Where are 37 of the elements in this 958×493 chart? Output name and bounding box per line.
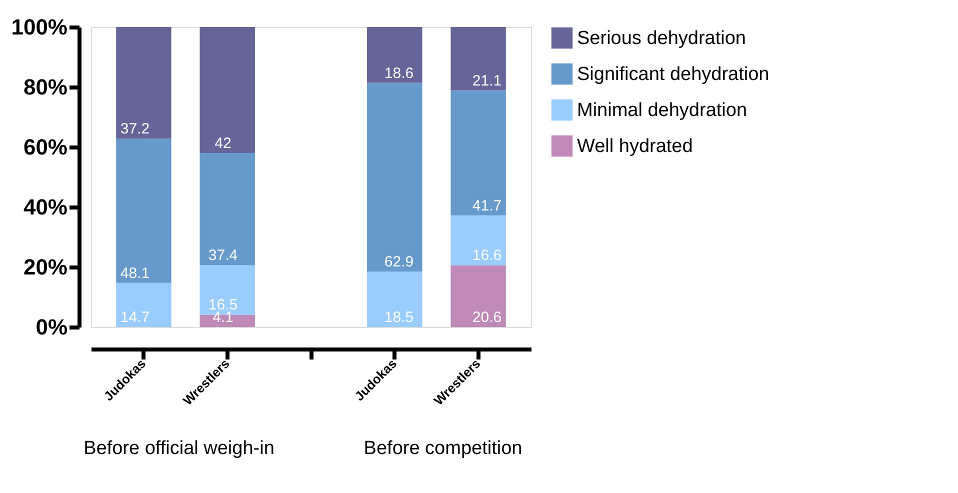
data-label: 4.1 bbox=[212, 309, 234, 326]
data-label: 16.6 bbox=[472, 247, 502, 264]
data-label: 48.1 bbox=[120, 264, 150, 282]
bar bbox=[200, 27, 255, 153]
bar bbox=[450, 215, 506, 266]
legend-label: Serious dehydration bbox=[577, 28, 746, 49]
legend-label: Minimal dehydration bbox=[577, 100, 748, 121]
bar bbox=[116, 138, 172, 283]
y-tick-label: 40% bbox=[23, 194, 68, 220]
y-tick-label: 0% bbox=[36, 314, 68, 340]
bar bbox=[367, 27, 422, 83]
data-label: 20.6 bbox=[472, 309, 502, 326]
data-label: 41.7 bbox=[472, 197, 502, 214]
bar bbox=[450, 265, 506, 327]
bar bbox=[367, 82, 422, 272]
bar bbox=[367, 272, 422, 327]
data-label: 62.9 bbox=[384, 254, 414, 270]
y-tick-label: 20% bbox=[23, 254, 68, 280]
bar bbox=[450, 27, 506, 90]
bar bbox=[116, 282, 172, 327]
y-tick-label: 60% bbox=[23, 134, 68, 160]
data-label: 18.5 bbox=[384, 309, 414, 326]
bar bbox=[450, 90, 506, 216]
bar bbox=[200, 153, 255, 266]
text: Before competition bbox=[364, 438, 522, 459]
data-label: 18.6 bbox=[384, 64, 414, 82]
y-tick-label: 100% bbox=[11, 14, 68, 40]
legend-label: Significant dehydration bbox=[577, 64, 770, 85]
text: Before official weigh-in bbox=[84, 438, 274, 459]
bar bbox=[116, 27, 172, 139]
data-label: 14.7 bbox=[120, 309, 150, 326]
y-tick-label: 80% bbox=[23, 74, 68, 100]
data-label: 42 bbox=[214, 135, 232, 152]
data-label: 21.1 bbox=[472, 72, 502, 90]
legend-label: Well hydrated bbox=[577, 136, 693, 157]
data-label: 37.2 bbox=[120, 120, 150, 138]
data-label: 37.4 bbox=[208, 247, 238, 264]
